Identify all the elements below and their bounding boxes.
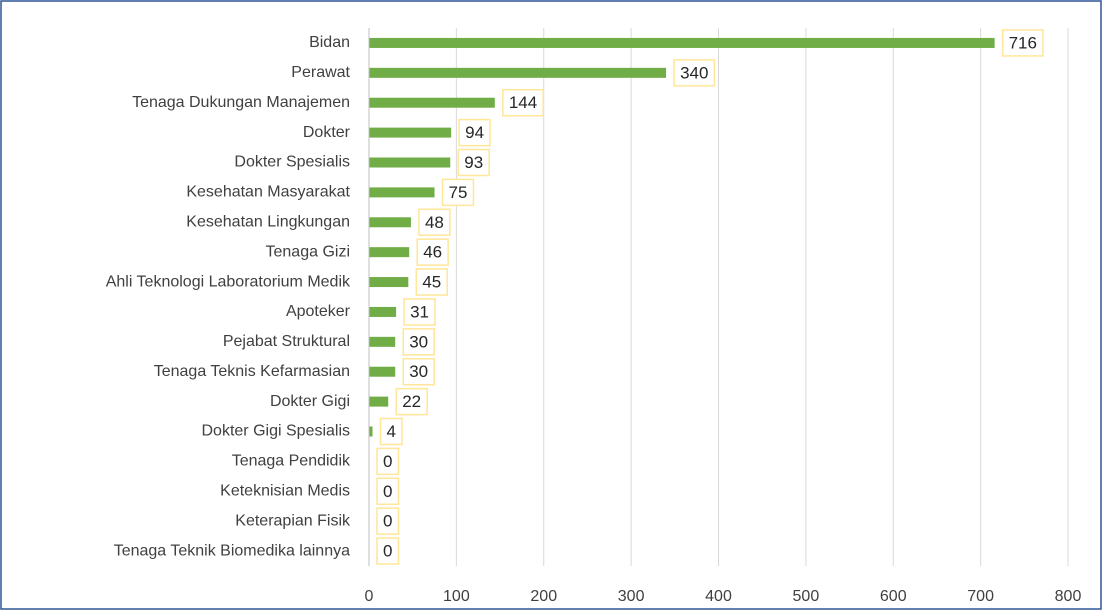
data-label: 144 [509,93,537,112]
data-label: 0 [383,482,392,501]
y-tick-label: Tenaga Dukungan Manajemen [132,94,350,111]
label-box [416,238,449,266]
bar [369,97,495,108]
bar [369,426,373,437]
label-box [458,118,491,147]
bar [369,336,396,347]
x-tick-label: 300 [618,588,645,605]
y-tick-label: Keterapian Fisik [235,512,351,529]
y-tick-label: Kesehatan Lingkungan [186,213,350,230]
label-box [376,447,400,476]
data-label: 48 [425,213,444,232]
bar [369,157,451,168]
x-tick-label: 800 [1055,588,1082,605]
data-label: 0 [383,542,392,561]
x-tick-label: 200 [530,588,557,605]
bar [369,247,410,258]
data-label: 716 [1009,33,1037,52]
label-box [376,477,400,506]
label-box [673,59,716,87]
y-tick-label: Dokter [303,124,351,141]
bar [369,277,409,288]
label-box [379,417,403,446]
data-label: 340 [680,63,708,82]
y-tick-label: Tenaga Pendidik [232,453,351,470]
label-box [457,148,490,177]
x-tick-label: 700 [967,588,994,605]
data-label: 0 [383,452,392,471]
y-tick-label: Dokter Spesialis [234,154,350,171]
data-label: 94 [465,123,484,142]
label-box [441,178,475,207]
data-label: 45 [422,273,441,292]
label-box [402,357,435,386]
label-box [402,328,435,356]
label-box [395,387,428,416]
data-label: 30 [409,332,428,351]
y-tick-label: Ahli Teknologi Laboratorium Medik [106,273,351,290]
bar [369,37,995,48]
data-label: 75 [449,183,468,202]
bar [369,396,389,407]
y-tick-label: Apoteker [286,303,351,320]
y-tick-label: Perawat [291,64,350,81]
y-tick-label: Bidan [309,34,350,51]
y-tick-label: Tenaga Teknik Biomedika lainnya [114,542,350,559]
label-box [415,268,448,296]
label-box [1001,29,1044,57]
data-label: 4 [386,422,395,441]
label-box [403,298,436,326]
y-tick-label: Keteknisian Medis [220,482,350,499]
bar [369,366,396,377]
bar [369,306,397,317]
bar [369,187,435,198]
data-label: 31 [410,302,429,321]
x-tick-label: 0 [365,588,374,605]
label-box [418,208,451,237]
data-label: 46 [423,243,442,262]
label-box [376,537,400,565]
y-tick-label: Dokter Gigi Spesialis [202,423,351,440]
x-tick-label: 500 [793,588,820,605]
bar [369,217,411,228]
x-tick-label: 100 [443,588,470,605]
y-tick-label: Tenaga Gizi [266,243,351,260]
y-tick-label: Kesehatan Masyarakat [186,184,350,201]
y-tick-label: Pejabat Struktural [223,333,350,350]
data-label: 93 [464,153,483,172]
data-label: 22 [402,392,421,411]
bar [369,67,667,78]
x-tick-label: 400 [705,588,732,605]
y-tick-label: Dokter Gigi [270,393,350,410]
y-tick-label: Tenaga Teknis Kefarmasian [154,363,350,380]
x-tick-label: 600 [880,588,907,605]
data-label: 0 [383,512,392,531]
data-label: 30 [409,362,428,381]
bar [369,127,452,138]
label-box [376,507,400,535]
label-box [502,88,544,117]
